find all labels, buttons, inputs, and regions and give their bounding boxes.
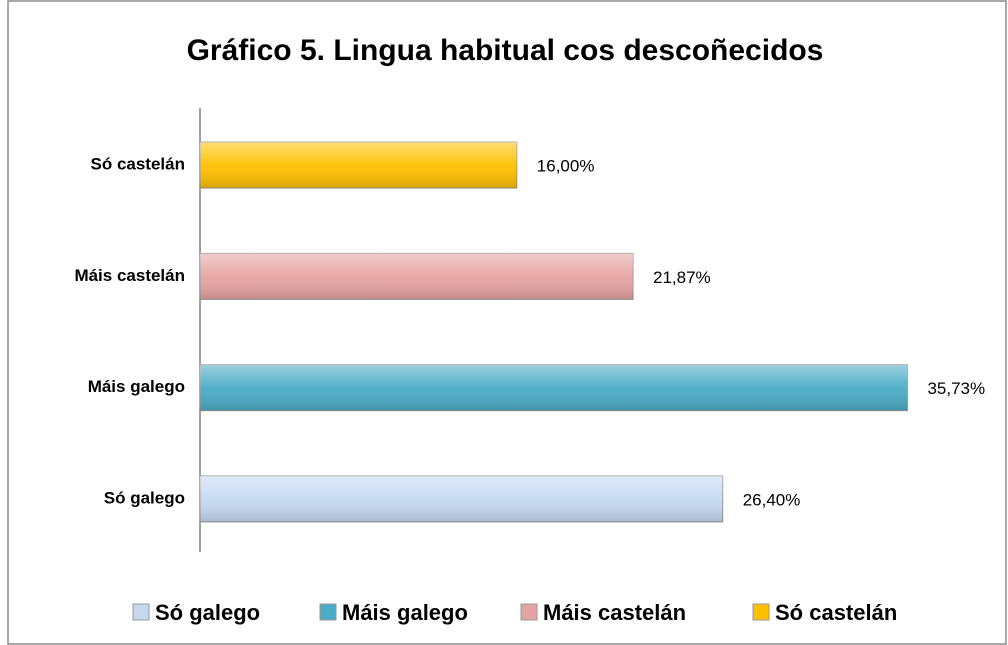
legend-swatch (132, 603, 150, 621)
bar-shine (200, 253, 634, 300)
category-label: Máis castelán (74, 266, 185, 285)
bar-shine (200, 476, 723, 522)
legend-label: Máis galego (342, 600, 468, 625)
legend-swatch (520, 603, 538, 621)
category-label: Só galego (104, 488, 185, 507)
category-label: Só castelán (91, 155, 186, 174)
chart-frame (7, 0, 1007, 645)
legend-swatch (752, 603, 770, 621)
legend-swatch (319, 603, 337, 621)
bar-shine (200, 364, 908, 411)
value-label: 35,73% (927, 379, 985, 398)
legend-label: Só castelán (775, 600, 897, 625)
category-label: Máis galego (88, 377, 185, 396)
chart-title: Gráfico 5. Lingua habitual cos descoñeci… (187, 34, 824, 67)
value-label: 26,40% (743, 490, 801, 509)
legend-label: Só galego (155, 600, 260, 625)
legend-label: Máis castelán (543, 600, 686, 625)
value-label: 21,87% (653, 268, 711, 287)
bar-shine (200, 142, 517, 189)
value-label: 16,00% (537, 157, 595, 176)
